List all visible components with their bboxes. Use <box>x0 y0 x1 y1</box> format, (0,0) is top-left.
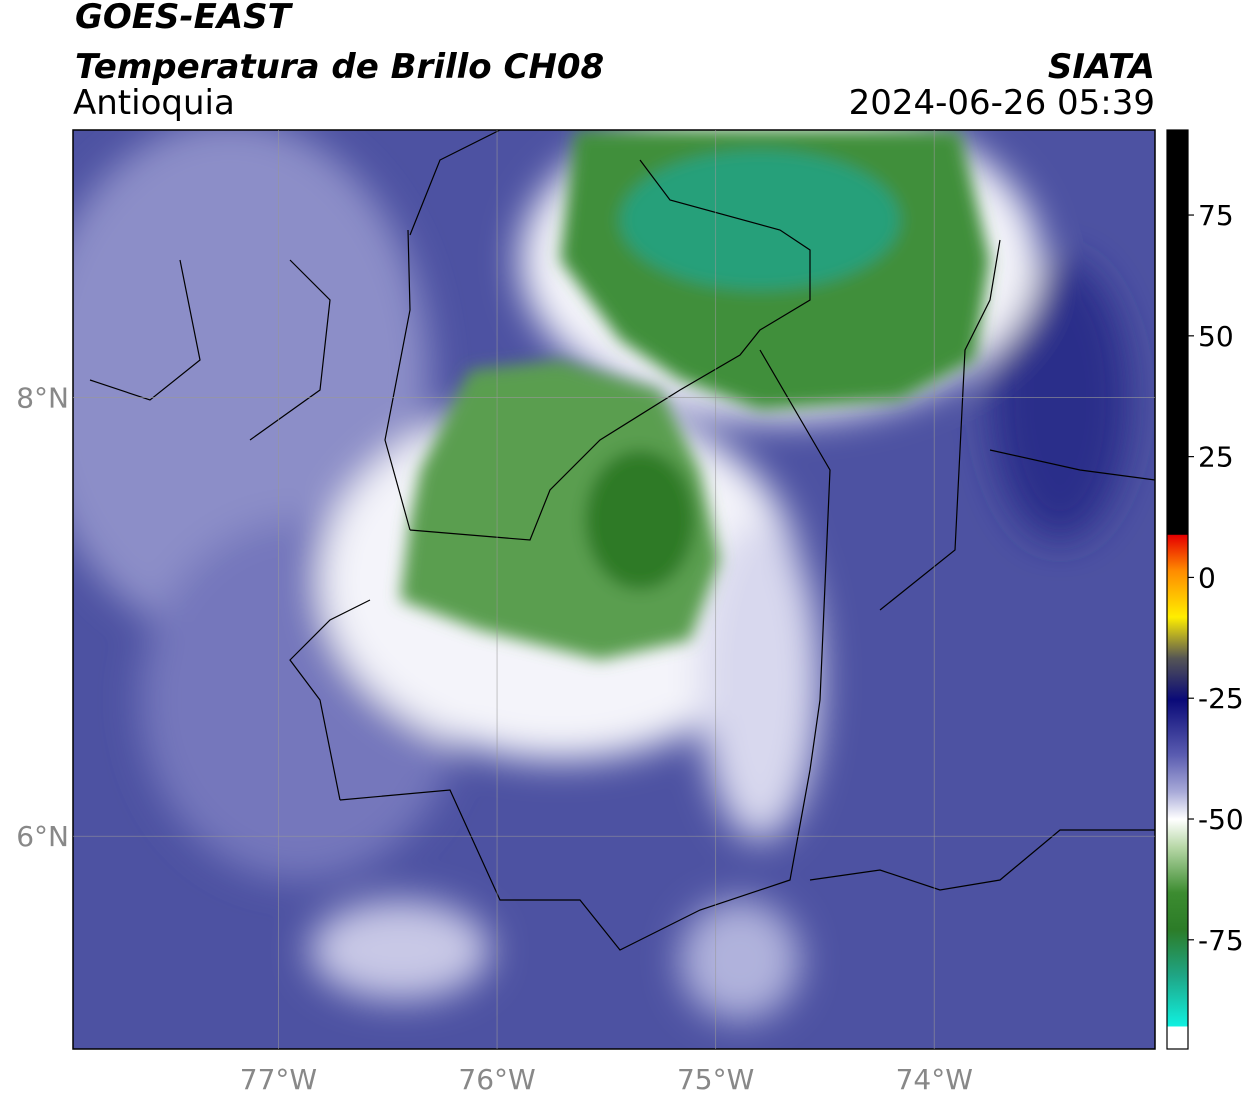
lat-tick-label: 8°N <box>16 382 69 415</box>
datetime: 2024-06-26 05:39 <box>849 83 1155 123</box>
title: GOES-EAST <box>75 0 294 37</box>
lat-tick-label: 6°N <box>16 820 69 853</box>
subtitle: Temperatura de Brillo CH08 <box>75 47 604 87</box>
map-frame <box>72 129 1156 1050</box>
colorbar-tick-label: 75 <box>1198 199 1234 232</box>
lon-tick-label: 74°W <box>896 1063 973 1096</box>
colorbar <box>1166 129 1189 1050</box>
colorbar-tick-label: 0 <box>1198 561 1216 594</box>
lon-tick-label: 77°W <box>240 1063 317 1096</box>
satellite-image <box>73 130 1155 1049</box>
region: Antioquia <box>73 83 235 123</box>
colorbar-tick-label: 50 <box>1198 320 1234 353</box>
lon-tick-label: 76°W <box>458 1063 535 1096</box>
lon-tick-label: 75°W <box>677 1063 754 1096</box>
colorbar-tick-label: -25 <box>1198 682 1244 715</box>
colorbar-tick-label: 25 <box>1198 441 1234 474</box>
colorbar-tick-label: -50 <box>1198 803 1244 836</box>
source: SIATA <box>1048 47 1155 87</box>
colorbar-tick-label: -75 <box>1198 924 1244 957</box>
